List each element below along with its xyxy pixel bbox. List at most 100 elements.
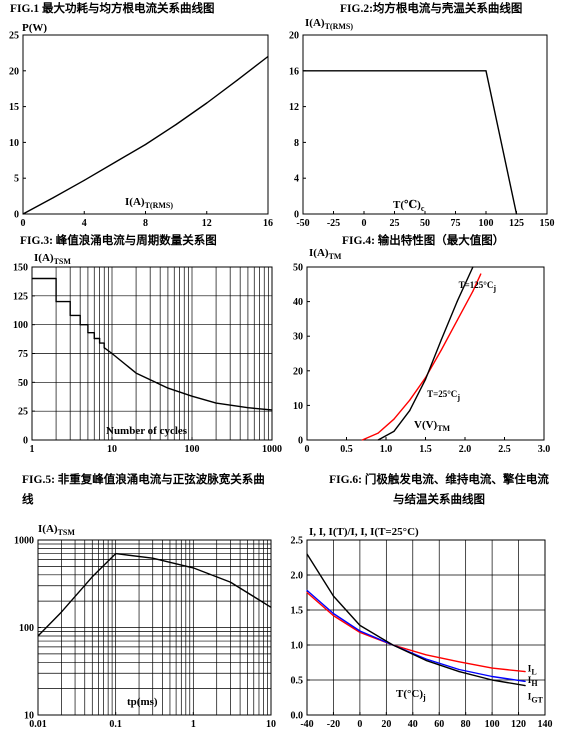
data-point — [83, 179, 85, 181]
label-subscript: L — [531, 668, 536, 677]
chart-3: 1 10 100 1000 0 25 50 75 100 125 150 I(A)TSM Number … — [13, 252, 282, 455]
x-tick-label: 0 — [357, 719, 362, 730]
x-tick-label: -40 — [300, 719, 313, 730]
chart-5: 0.01 0.1 1 10 10 100 1000 I(A)TSM tp(ms) — [14, 523, 276, 730]
chart-1: 0 4 8 12 16 0 5 10 15 20 25P(W) I(A)T(RMS) — [9, 22, 273, 229]
data-point — [491, 679, 493, 681]
data-point — [332, 615, 335, 617]
label-main: Number of cycles — [106, 425, 188, 437]
x-tick-label: 40 — [408, 719, 418, 730]
y-tick-label: 8 — [294, 138, 299, 149]
label-main: I — [528, 675, 532, 685]
data-point — [247, 407, 249, 409]
data-point — [167, 387, 169, 389]
x-tick-label: 0.01 — [29, 719, 47, 730]
data-point — [69, 301, 71, 303]
data-point — [302, 70, 304, 72]
plot-frame — [306, 539, 546, 716]
label-main: T=25°C — [427, 389, 457, 399]
data-point — [99, 342, 101, 344]
x-tick-label: 1 — [191, 719, 196, 730]
data-point — [393, 430, 395, 432]
data-point — [111, 352, 113, 355]
data-point — [491, 667, 493, 669]
data-point — [524, 685, 526, 687]
label-main: I — [528, 692, 532, 702]
x-tick-label: 12 — [202, 218, 212, 229]
label-subscript: T(RMS) — [145, 201, 174, 210]
chart-2: -50 -25 0 25 50 75 100 125 150 0 4 8 12 16 20 I(A)T(RMS… — [289, 17, 555, 229]
y-tick-label: 0.0 — [291, 711, 304, 722]
y-tick-label: 75 — [18, 349, 28, 360]
label-main: I(A) — [34, 252, 54, 264]
y-axis-label: I(A)T(RMS) — [305, 17, 353, 31]
data-point — [440, 349, 442, 351]
data-point — [31, 277, 33, 280]
data-point — [229, 581, 231, 583]
series-line-1 — [37, 552, 272, 637]
x-tick-label: 100 — [485, 719, 500, 730]
data-point — [425, 659, 427, 662]
x-tick-label: 0 — [21, 218, 26, 229]
data-point — [491, 675, 493, 678]
x-tick-label: 2.5 — [498, 444, 511, 455]
label-main: P(W) — [22, 22, 47, 34]
data-point — [135, 372, 137, 374]
x-tick-label: 0.5 — [340, 444, 353, 455]
y-tick-label: 0 — [294, 210, 299, 221]
data-point — [306, 591, 308, 594]
y-tick-label: 1.5 — [291, 606, 304, 617]
y-tick-label: 0 — [298, 436, 303, 447]
y-tick-label: 2.0 — [291, 571, 304, 582]
y-tick-label: 125 — [13, 291, 28, 302]
data-point — [306, 553, 308, 555]
data-point — [175, 123, 177, 126]
y-axis-label: I(A)TSM — [34, 252, 71, 266]
label-main: I, I, I(T)/I, I, I(T=25°C) — [309, 526, 419, 538]
y-tick-label: 50 — [18, 378, 28, 389]
x-tick-label: 60 — [434, 719, 444, 730]
data-point — [115, 552, 117, 555]
data-point — [236, 79, 238, 81]
y-tick-label: 10 — [9, 138, 19, 149]
data-point — [524, 671, 526, 673]
x-tick-label: 16 — [263, 218, 273, 229]
x-tick-label: 10 — [266, 719, 276, 730]
series-line-1 — [303, 70, 518, 215]
data-point — [361, 439, 363, 441]
data-point — [144, 143, 147, 146]
data-point — [152, 557, 154, 559]
y-axis-label: P(W) — [22, 22, 47, 34]
annotation: IL — [528, 664, 537, 677]
data-point — [472, 290, 474, 292]
data-point — [409, 399, 411, 401]
label-main: V(V) — [414, 419, 438, 431]
x-tick-label: 8 — [143, 218, 148, 229]
x-axis-label: Number of cycles — [106, 425, 188, 437]
x-tick-label: 1000 — [262, 444, 282, 455]
label-main: I(A) — [305, 17, 325, 29]
y-tick-label: 25 — [18, 407, 28, 418]
data-point — [359, 624, 361, 627]
data-point — [206, 102, 208, 104]
series-line-3 — [306, 553, 526, 687]
y-tick-label: 10 — [24, 711, 34, 722]
data-point — [485, 70, 487, 72]
data-point — [93, 337, 95, 340]
x-tick-label: 120 — [511, 719, 526, 730]
x-axis-label: V(V)TM — [414, 419, 451, 433]
x-tick-label: 25 — [390, 218, 400, 229]
x-axis-label: T(°C)j — [396, 688, 426, 702]
y-tick-label: 30 — [293, 332, 303, 343]
fig3-caption: FIG.3: 峰值浪涌电流与周期数量关系图 — [20, 235, 217, 247]
label-subscript: T(RMS) — [325, 22, 354, 31]
label-subscript: TM — [329, 252, 342, 261]
data-point — [99, 337, 101, 340]
series-line-1 — [32, 277, 273, 411]
y-tick-label: 20 — [289, 31, 299, 42]
data-point — [22, 213, 24, 215]
grid — [32, 267, 272, 440]
x-tick-label: 10 — [107, 444, 117, 455]
data-point — [53, 196, 55, 199]
x-tick-label: 1 — [30, 444, 35, 455]
